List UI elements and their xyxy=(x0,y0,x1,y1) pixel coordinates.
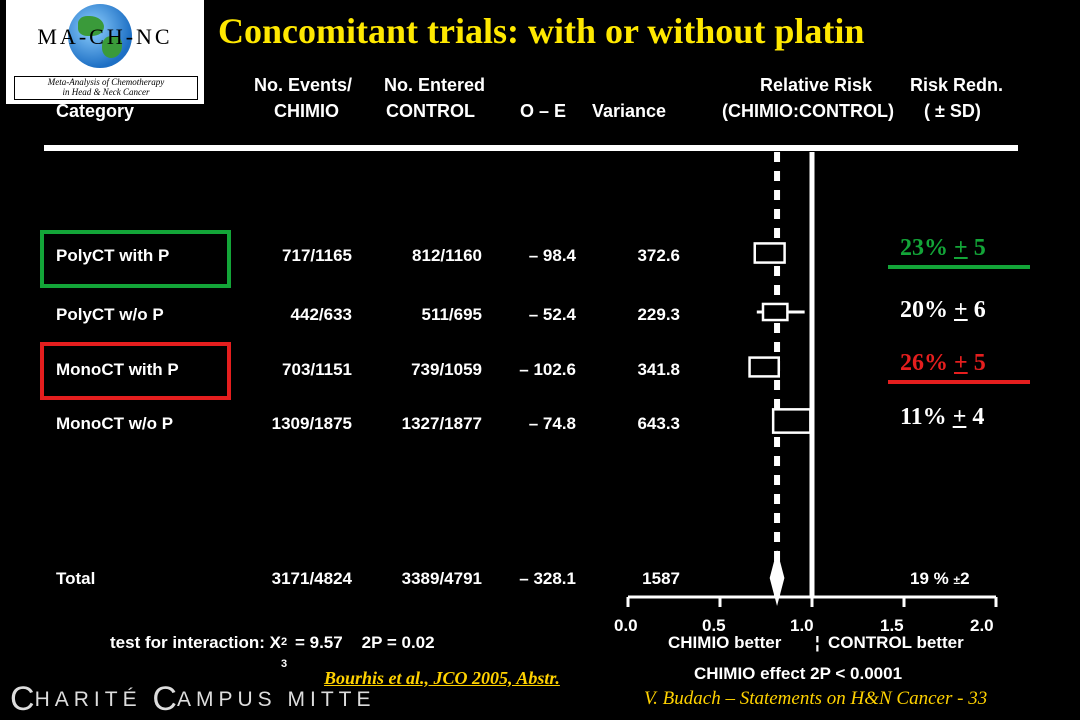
header-category: Category xyxy=(56,101,135,121)
effect-box xyxy=(761,302,789,322)
interaction-label: test for interaction: X xyxy=(110,633,281,652)
logo-subtitle-line: in Head & Neck Cancer xyxy=(62,87,150,97)
header-control: CONTROL xyxy=(386,101,475,121)
total-risk-reduction: 19 % ±2 xyxy=(910,569,970,588)
charite-campus-mitte-logo: CHARITÉ CAMPUS MITTE xyxy=(10,680,376,719)
risk-reduction-sd: 6 xyxy=(973,297,986,323)
risk-reduction-value: 20% + 6 xyxy=(900,297,986,323)
interaction-value: = 9.57 xyxy=(294,633,343,652)
total-risk-reduction-pct: 19 % xyxy=(910,569,949,588)
globe-land-shape xyxy=(78,16,104,36)
risk-reduction-sd: 5 xyxy=(973,350,986,376)
slide-title: Concomitant trials: with or without plat… xyxy=(218,11,865,51)
row-variance: 372.6 xyxy=(637,246,680,265)
risk-reduction-pct: 11% xyxy=(900,404,947,430)
row-oe: – 102.6 xyxy=(519,360,576,379)
row-variance: 643.3 xyxy=(637,414,680,433)
header-risk-redn-sub: ( ± SD) xyxy=(924,101,981,121)
row-control: 739/1059 xyxy=(411,360,482,379)
brand-c-letter: C xyxy=(152,680,177,718)
row-category: PolyCT with P xyxy=(56,246,170,265)
interaction-sub: 3 xyxy=(280,658,288,670)
logo-subtitle-box: Meta-Analysis of Chemotherapy in Head & … xyxy=(14,76,198,100)
brand-word: AMPUS MITTE xyxy=(176,688,376,711)
row-oe: – 74.8 xyxy=(528,414,576,433)
red-underline xyxy=(888,380,1030,384)
logo-acronym: MA-CH-NC xyxy=(37,24,173,49)
axis-separator: ¦ xyxy=(815,633,820,652)
row-chimio: 1309/1875 xyxy=(271,414,352,433)
effect-box xyxy=(748,356,781,378)
total-variance: 1587 xyxy=(642,569,680,588)
risk-reduction-pct: 20% xyxy=(900,297,948,323)
header-events: No. Events/ xyxy=(254,75,353,95)
total-control: 3389/4791 xyxy=(401,569,482,588)
row-chimio: 703/1151 xyxy=(282,360,352,379)
green-underline xyxy=(888,265,1030,269)
effect-box xyxy=(771,408,812,434)
header-variance: Variance xyxy=(592,101,667,121)
row-variance: 229.3 xyxy=(637,305,680,324)
row-chimio: 717/1165 xyxy=(282,246,352,265)
risk-reduction-pct: 26% xyxy=(900,350,948,376)
row-control: 1327/1877 xyxy=(401,414,482,433)
tick-label: 1.5 xyxy=(880,616,904,635)
globe-land-shape xyxy=(102,36,122,58)
risk-reduction-sd: 5 xyxy=(973,235,986,261)
risk-reduction-pct: 23% xyxy=(900,235,948,261)
slide-footer: V. Budach – Statements on H&N Cancer - 3… xyxy=(644,688,988,709)
highlight-box-green xyxy=(40,230,231,288)
header-risk-redn: Risk Redn. xyxy=(910,75,1004,95)
header-separator-line xyxy=(44,145,1018,151)
tick-label: 1.0 xyxy=(790,616,814,635)
row-control: 511/695 xyxy=(421,305,482,324)
interaction-p: 2P = 0.02 xyxy=(361,633,435,652)
row-control: 812/1160 xyxy=(412,246,482,265)
header-relative-risk-sub: (CHIMIO:CONTROL) xyxy=(722,101,894,121)
axis-chimio-better: CHIMIO better xyxy=(668,633,782,652)
brand-c-letter: C xyxy=(10,680,35,718)
row-category: MonoCT with P xyxy=(56,360,179,379)
tick-label: 0.5 xyxy=(702,616,726,635)
logo-subtitle-line: Meta-Analysis of Chemotherapy xyxy=(47,77,165,87)
highlight-box-red xyxy=(40,342,231,400)
total-chimio: 3171/4824 xyxy=(271,569,352,588)
risk-reduction-value: 26% + 5 xyxy=(900,350,986,376)
header-entered: No. Entered xyxy=(384,75,486,95)
row-category: MonoCT w/o P xyxy=(56,414,174,433)
row-oe: – 52.4 xyxy=(528,305,576,324)
mach-nc-logo: MA-CH-NC Meta-Analysis of Chemotherapy i… xyxy=(6,0,204,104)
axis-control-better: CONTROL better xyxy=(828,633,964,652)
tick-label: 0.0 xyxy=(614,616,638,635)
tick-label: 2.0 xyxy=(970,616,994,635)
globe-icon xyxy=(68,4,132,68)
total-category: Total xyxy=(56,569,96,588)
total-oe: – 328.1 xyxy=(519,569,576,588)
axis-effect-p: CHIMIO effect 2P < 0.0001 xyxy=(694,664,903,683)
row-variance: 341.8 xyxy=(637,360,680,379)
total-risk-reduction-sd: 2 xyxy=(960,569,970,588)
header-chimio: CHIMIO xyxy=(274,101,339,121)
risk-reduction-sd: 4 xyxy=(972,404,985,430)
citation: Bourhis et al., JCO 2005, Abstr. xyxy=(324,668,560,688)
row-oe: – 98.4 xyxy=(528,246,576,265)
interaction-sup: 2 xyxy=(280,636,288,648)
header-oe: O – E xyxy=(520,101,567,121)
header-relative-risk: Relative Risk xyxy=(760,75,873,95)
interaction-test: test for interaction: X 2 3 = 9.57 2P = 0.0… xyxy=(110,633,435,670)
row-category: PolyCT w/o P xyxy=(56,305,164,324)
total-effect-diamond xyxy=(769,550,785,606)
effect-box xyxy=(753,242,786,264)
risk-reduction-value: 11% + 4 xyxy=(900,404,985,430)
risk-reduction-value: 23% + 5 xyxy=(900,235,986,261)
brand-word: HARITÉ xyxy=(34,688,142,711)
row-chimio: 442/633 xyxy=(290,305,352,324)
